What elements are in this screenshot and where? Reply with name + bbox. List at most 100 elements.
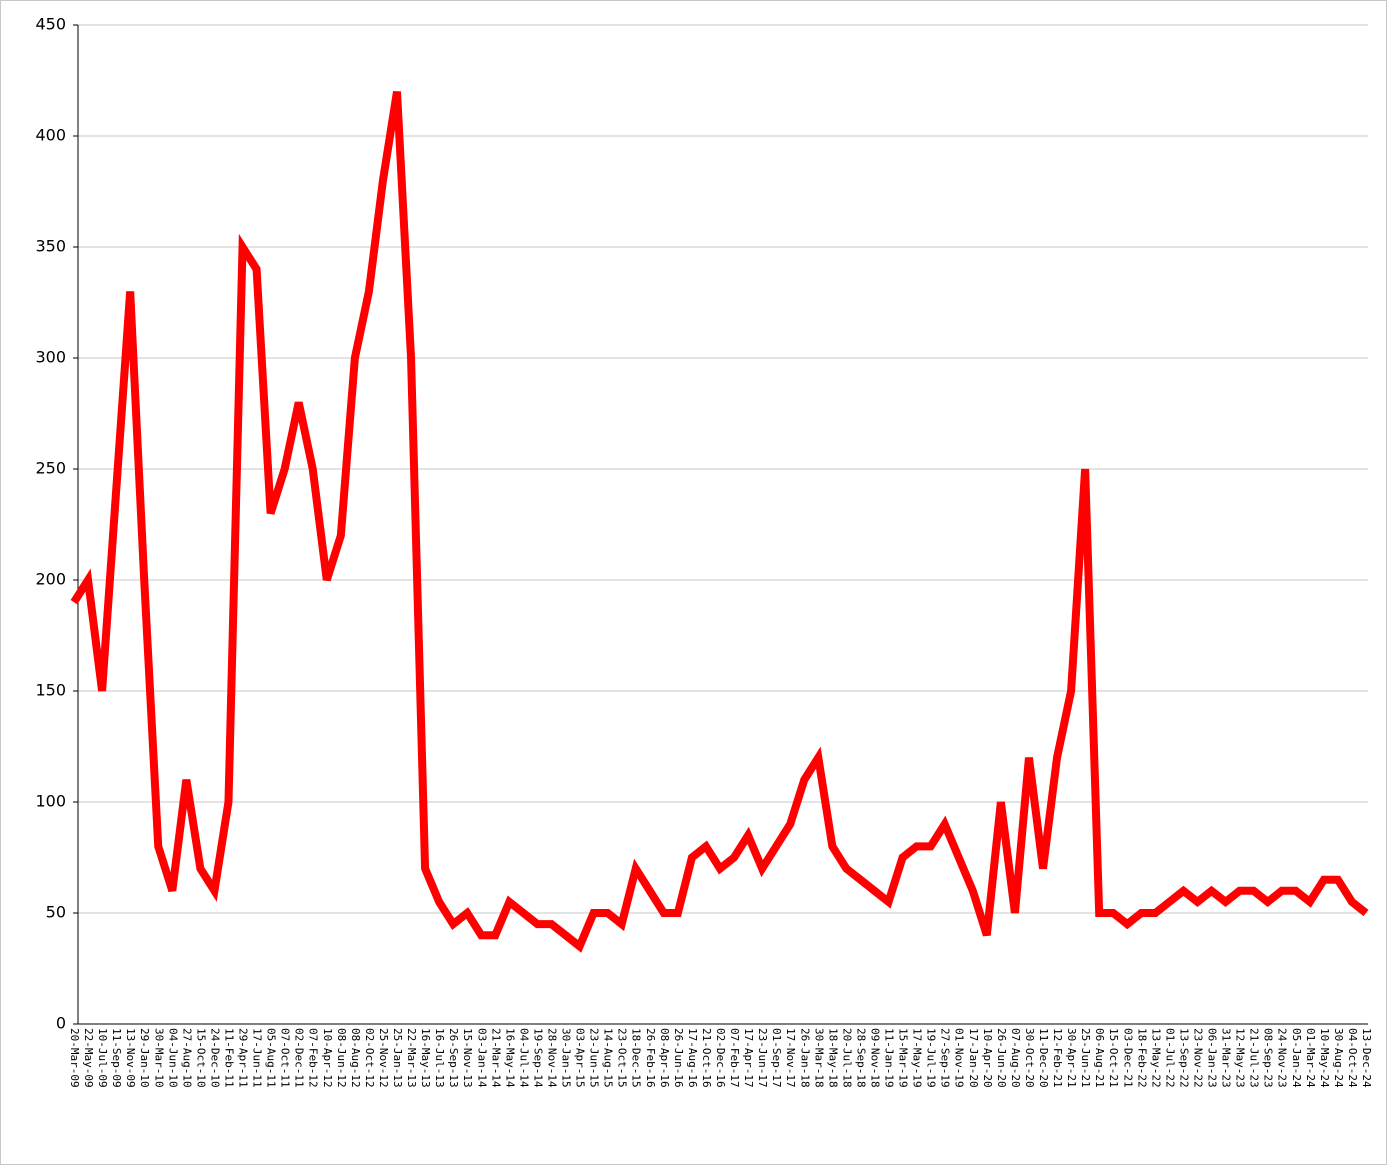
x-tick-label: 07-Aug-20 <box>1009 1028 1022 1088</box>
x-tick-label: 20-Jul-18 <box>840 1028 853 1088</box>
x-tick-label: 07-Feb-12 <box>307 1028 320 1088</box>
x-tick-label: 23-Jun-17 <box>756 1028 769 1088</box>
x-tick-label: 26-Jun-20 <box>995 1028 1008 1088</box>
x-tick-label: 13-Dec-24 <box>1360 1028 1373 1088</box>
x-tick-label: 05-Jan-24 <box>1290 1028 1303 1088</box>
x-tick-label: 13-Sep-22 <box>1177 1028 1190 1088</box>
x-tick-label: 17-Apr-17 <box>742 1028 755 1088</box>
y-tick-label: 300 <box>35 348 66 367</box>
x-tick-label: 17-Jan-20 <box>967 1028 980 1088</box>
x-tick-label: 12-Feb-21 <box>1051 1028 1064 1088</box>
x-tick-label: 03-Dec-21 <box>1121 1028 1134 1088</box>
y-tick-label: 0 <box>56 1014 66 1033</box>
x-tick-label: 26-Jun-16 <box>672 1028 685 1088</box>
x-tick-label: 17-Jun-11 <box>251 1028 264 1088</box>
x-tick-label: 13-May-22 <box>1149 1028 1162 1088</box>
x-tick-label: 11-Jan-19 <box>883 1028 896 1088</box>
x-tick-label: 29-Apr-11 <box>237 1028 250 1088</box>
x-tick-label: 30-Mar-18 <box>812 1028 825 1088</box>
x-tick-label: 01-Nov-19 <box>953 1028 966 1088</box>
x-tick-label: 26-Feb-16 <box>644 1028 657 1088</box>
x-tick-label: 28-Sep-18 <box>854 1028 867 1088</box>
x-tick-label: 16-May-14 <box>503 1028 516 1088</box>
x-tick-label: 02-Oct-12 <box>363 1028 376 1088</box>
x-tick-label: 21-Jul-23 <box>1248 1028 1261 1088</box>
y-tick-label: 100 <box>35 792 66 811</box>
y-tick-label: 350 <box>35 237 66 256</box>
x-tick-label: 21-Mar-14 <box>489 1028 502 1088</box>
x-tick-label: 15-Nov-13 <box>461 1028 474 1088</box>
x-tick-label: 08-Aug-12 <box>349 1028 362 1088</box>
x-tick-label: 30-Aug-24 <box>1332 1028 1345 1088</box>
x-tick-label: 25-Jun-21 <box>1079 1028 1092 1088</box>
x-tick-label: 16-Jul-13 <box>433 1028 446 1088</box>
x-tick-label: 02-Dec-16 <box>714 1028 727 1088</box>
x-tick-label: 30-Jan-15 <box>560 1028 573 1088</box>
y-tick-label: 450 <box>35 15 66 34</box>
x-tick-label: 05-Aug-11 <box>265 1028 278 1088</box>
x-tick-label: 03-Jan-14 <box>475 1028 488 1088</box>
x-tick-label: 07-Feb-17 <box>728 1028 741 1088</box>
x-tick-label: 15-Mar-19 <box>897 1028 910 1088</box>
x-tick-label: 24-Dec-10 <box>208 1028 221 1088</box>
x-tick-label: 19-Jul-19 <box>925 1028 938 1088</box>
x-tick-label: 24-Nov-23 <box>1276 1028 1289 1088</box>
y-tick-label: 250 <box>35 459 66 478</box>
x-tick-label: 06-Jan-23 <box>1206 1028 1219 1088</box>
x-tick-label: 11-Dec-20 <box>1037 1028 1050 1088</box>
x-tick-label: 10-Jul-09 <box>96 1028 109 1088</box>
x-tick-label: 10-Apr-12 <box>321 1028 334 1088</box>
x-tick-label: 01-Sep-17 <box>770 1028 783 1088</box>
x-tick-label: 19-Sep-14 <box>531 1028 544 1088</box>
x-tick-label: 01-Jul-22 <box>1163 1028 1176 1088</box>
x-tick-label: 13-Nov-09 <box>124 1028 137 1088</box>
x-tick-label: 26-Jan-18 <box>798 1028 811 1088</box>
x-tick-label: 12-May-23 <box>1234 1028 1247 1088</box>
x-tick-label: 02-Dec-11 <box>293 1028 306 1088</box>
x-tick-label: 27-Aug-10 <box>180 1028 193 1088</box>
x-tick-label: 30-Apr-21 <box>1065 1028 1078 1088</box>
x-tick-label: 29-Jan-10 <box>138 1028 151 1088</box>
x-tick-label: 09-Nov-18 <box>868 1028 881 1088</box>
x-tick-label: 03-Apr-15 <box>574 1028 587 1088</box>
x-tick-label: 07-Oct-11 <box>279 1028 292 1088</box>
x-tick-label: 04-Jul-14 <box>517 1028 530 1088</box>
x-tick-label: 06-Aug-21 <box>1093 1028 1106 1088</box>
x-tick-label: 14-Aug-15 <box>602 1028 615 1088</box>
x-tick-label: 23-Nov-22 <box>1191 1028 1204 1088</box>
y-tick-label: 150 <box>35 681 66 700</box>
x-tick-label: 23-Oct-15 <box>616 1028 629 1088</box>
x-tick-label: 28-Nov-14 <box>545 1028 558 1088</box>
x-tick-label: 20-Mar-09 <box>68 1028 81 1088</box>
x-tick-label: 16-May-13 <box>419 1028 432 1088</box>
x-tick-label: 10-May-24 <box>1318 1028 1331 1088</box>
x-tick-label: 30-Mar-10 <box>152 1028 165 1088</box>
x-tick-label: 08-Jun-12 <box>335 1028 348 1088</box>
x-tick-label: 30-Oct-20 <box>1023 1028 1036 1088</box>
x-tick-label: 25-Nov-12 <box>377 1028 390 1088</box>
x-tick-label: 08-Apr-16 <box>658 1028 671 1088</box>
x-tick-label: 11-Feb-11 <box>222 1028 235 1088</box>
x-tick-label: 23-Jun-15 <box>588 1028 601 1088</box>
x-tick-label: 25-Jan-13 <box>391 1028 404 1088</box>
x-tick-label: 26-Sep-13 <box>447 1028 460 1088</box>
x-tick-label: 10-Apr-20 <box>981 1028 994 1088</box>
x-tick-label: 22-May-09 <box>82 1028 95 1088</box>
y-tick-label: 200 <box>35 570 66 589</box>
x-tick-label: 11-Sep-09 <box>110 1028 123 1088</box>
x-tick-label: 17-Aug-16 <box>686 1028 699 1088</box>
x-tick-label: 04-Oct-24 <box>1346 1028 1359 1088</box>
x-tick-label: 27-Sep-19 <box>939 1028 952 1088</box>
x-tick-label: 08-Sep-23 <box>1262 1028 1275 1088</box>
x-tick-label: 04-Jun-10 <box>166 1028 179 1088</box>
x-tick-label: 17-Nov-17 <box>784 1028 797 1088</box>
x-tick-label: 31-Mar-23 <box>1220 1028 1233 1088</box>
y-tick-label: 400 <box>35 126 66 145</box>
x-tick-label: 18-May-18 <box>826 1028 839 1088</box>
x-tick-label: 15-Oct-10 <box>194 1028 207 1088</box>
x-tick-label: 21-Oct-16 <box>700 1028 713 1088</box>
x-tick-label: 18-Dec-15 <box>630 1028 643 1088</box>
x-tick-label: 18-Feb-22 <box>1135 1028 1148 1088</box>
